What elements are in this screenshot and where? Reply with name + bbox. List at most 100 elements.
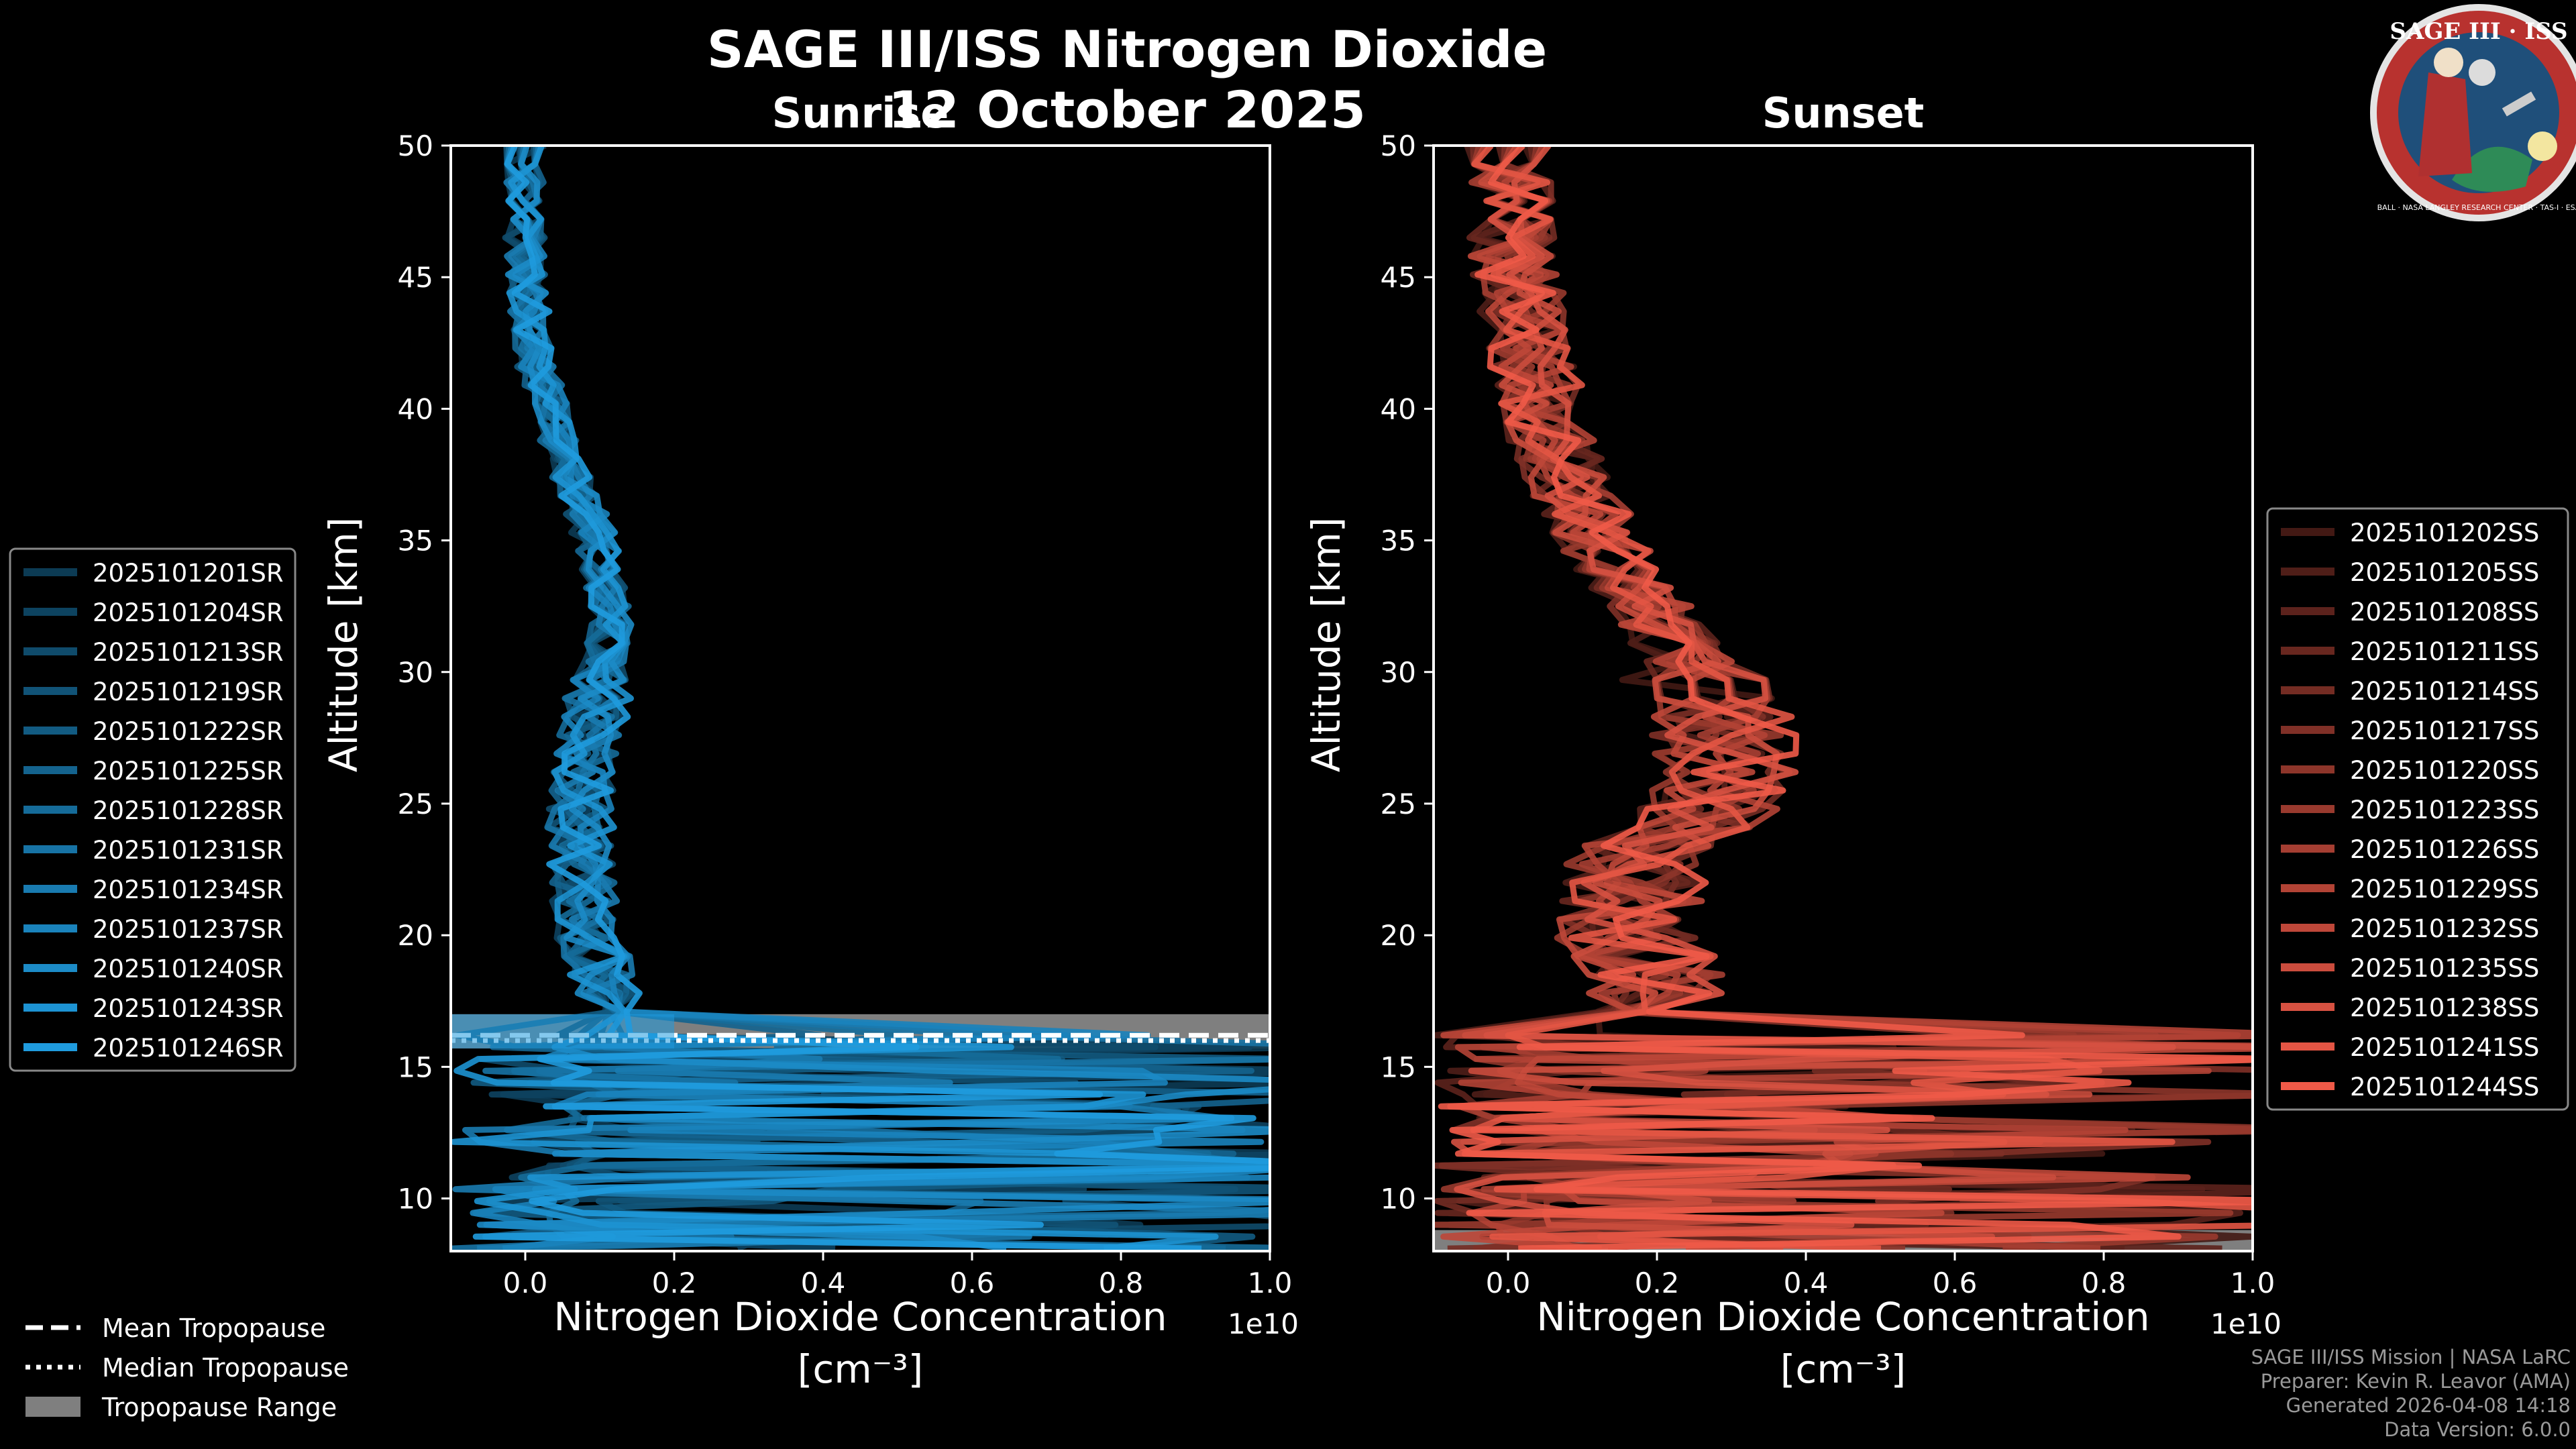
profile-line-2025101241SS bbox=[1461, 146, 2253, 1251]
tropopause-legend-range: Tropopause Range bbox=[101, 1393, 337, 1422]
legend-entry: 2025101244SS bbox=[2350, 1073, 2539, 1102]
x-tick-label: 0.6 bbox=[1933, 1267, 1978, 1299]
x-tick-label: 0.2 bbox=[652, 1267, 697, 1299]
y-tick-label: 30 bbox=[1381, 656, 1416, 689]
y-tick-label: 15 bbox=[398, 1051, 433, 1083]
y-tick-label: 50 bbox=[398, 129, 433, 162]
legend-entry: 2025101231SR bbox=[93, 836, 284, 865]
sunrise-legend: 2025101201SR 2025101204SR 2025101213SR 2025… bbox=[9, 547, 297, 1072]
x-axis-label: Nitrogen Dioxide Concentration bbox=[1536, 1294, 2149, 1340]
profile-line-2025101246SR bbox=[472, 146, 1270, 1251]
legend-entry: 2025101214SS bbox=[2350, 677, 2539, 706]
tropopause-legend-mean: Mean Tropopause bbox=[102, 1313, 325, 1343]
legend-entry: 2025101234SR bbox=[93, 875, 284, 904]
y-tick-label: 50 bbox=[1381, 129, 1416, 162]
x-tick-label: 0.8 bbox=[1099, 1267, 1144, 1299]
credit-preparer: Preparer: Kevin R. Leavor (AMA) bbox=[2260, 1370, 2571, 1393]
y-tick-label: 35 bbox=[398, 525, 433, 557]
figure-date: 12 October 2025 bbox=[888, 80, 1366, 140]
x-axis-unit: [cm⁻³] bbox=[1780, 1346, 1907, 1392]
tropopause-legend-median: Median Tropopause bbox=[102, 1353, 349, 1383]
legend-entry: 2025101232SS bbox=[2350, 914, 2539, 943]
legend-entry: 2025101213SR bbox=[93, 638, 284, 667]
credit-data-version: Data Version: 6.0.0 bbox=[2384, 1418, 2571, 1441]
sunset-panel: 10 15 20 25 30 35 40 45 50 0.0 0.2 0.4 0.6 0.8 1.0 1e10… bbox=[1303, 89, 2282, 1392]
legend-range-swatch bbox=[25, 1397, 80, 1417]
y-tick-label: 30 bbox=[398, 656, 433, 689]
x-tick-label: 0.4 bbox=[1784, 1267, 1829, 1299]
legend-entry: 2025101229SS bbox=[2350, 875, 2539, 904]
logo-station bbox=[2502, 91, 2536, 117]
legend-entry: 2025101223SS bbox=[2350, 796, 2539, 824]
x-tick-label: 0.0 bbox=[503, 1267, 548, 1299]
sage-iii-iss-mission-logo: SAGE III · ISS BALL · NASA LANGLEY RESEAR… bbox=[2370, 4, 2576, 221]
x-tick-label: 0.6 bbox=[950, 1267, 995, 1299]
y-axis-label: Altitude [km] bbox=[321, 517, 366, 772]
profile-lines bbox=[1434, 146, 2253, 1251]
legend-entry: 2025101241SS bbox=[2350, 1033, 2539, 1062]
plot-frame bbox=[1432, 144, 2254, 1252]
legend-entry: 2025101246SR bbox=[93, 1034, 284, 1063]
credit-generated: Generated 2026-04-08 14:18 bbox=[2286, 1394, 2571, 1417]
legend-entry: 2025101222SR bbox=[93, 717, 284, 746]
tropopause-overlap bbox=[451, 1014, 674, 1049]
legend-entry: 2025101238SS bbox=[2350, 994, 2539, 1022]
x-tick-label: 1.0 bbox=[2231, 1267, 2275, 1299]
panel-title: Sunrise bbox=[772, 89, 949, 138]
y-tick-label: 40 bbox=[1381, 392, 1416, 425]
legend-entry: 2025101226SS bbox=[2350, 835, 2539, 864]
legend-entry: 2025101235SS bbox=[2350, 954, 2539, 983]
credit-mission: SAGE III/ISS Mission | NASA LaRC bbox=[2251, 1346, 2571, 1368]
legend-entry: 2025101243SR bbox=[93, 994, 284, 1023]
y-tick-label: 40 bbox=[398, 392, 433, 425]
y-tick-label: 25 bbox=[1381, 788, 1416, 820]
legend-entry: 2025101204SR bbox=[93, 598, 284, 627]
credits: SAGE III/ISS Mission | NASA LaRC Prepare… bbox=[2251, 1345, 2571, 1442]
y-tick-label: 10 bbox=[398, 1183, 433, 1216]
tropopause-legend: Mean Tropopause Median Tropopause Tropopau… bbox=[25, 1313, 349, 1422]
legend-entry: 2025101201SR bbox=[93, 559, 284, 588]
panel-title: Sunset bbox=[1762, 89, 1925, 138]
x-axis-unit: [cm⁻³] bbox=[798, 1346, 924, 1392]
legend-entry: 2025101211SS bbox=[2350, 637, 2539, 666]
logo-figure-head bbox=[2434, 48, 2463, 77]
profile-line-2025101231SR bbox=[451, 146, 1270, 1251]
legend-frame bbox=[9, 547, 297, 1072]
profile-lines bbox=[451, 146, 1270, 1251]
x-axis-exponent: 1e10 bbox=[2210, 1307, 2282, 1340]
legend-entry: 2025101205SS bbox=[2350, 558, 2539, 587]
x-axis-label: Nitrogen Dioxide Concentration bbox=[553, 1294, 1167, 1340]
logo-moon bbox=[2469, 59, 2496, 86]
x-tick-label: 1.0 bbox=[1248, 1267, 1293, 1299]
x-tick-label: 0.8 bbox=[2082, 1267, 2127, 1299]
legend-frame bbox=[2266, 507, 2569, 1111]
legend-entry: 2025101219SR bbox=[93, 678, 284, 706]
legend-entry: 2025101202SS bbox=[2350, 519, 2539, 547]
legend-entry: 2025101240SR bbox=[93, 955, 284, 983]
y-tick-label: 20 bbox=[1381, 919, 1416, 952]
logo-title: SAGE III · ISS bbox=[2390, 18, 2567, 45]
legend-entry: 2025101220SS bbox=[2350, 756, 2539, 785]
legend-entry: 2025101208SS bbox=[2350, 598, 2539, 627]
plot-frame bbox=[449, 144, 1271, 1252]
logo-earth bbox=[2452, 146, 2532, 192]
sunset-legend: 2025101202SS 2025101205SS 2025101208SS 2025… bbox=[2266, 507, 2569, 1111]
legend-entry: 2025101217SS bbox=[2350, 716, 2539, 745]
logo-sun bbox=[2528, 131, 2557, 161]
y-axis-label: Altitude [km] bbox=[1303, 517, 1349, 772]
y-tick-label: 25 bbox=[398, 788, 433, 820]
figure-title: SAGE III/ISS Nitrogen Dioxide bbox=[707, 19, 1547, 79]
y-tick-label: 20 bbox=[398, 919, 433, 952]
y-tick-label: 45 bbox=[398, 261, 433, 294]
y-tick-label: 45 bbox=[1381, 261, 1416, 294]
x-axis-exponent: 1e10 bbox=[1228, 1307, 1299, 1340]
legend-entry: 2025101237SR bbox=[93, 915, 284, 944]
y-tick-label: 15 bbox=[1381, 1051, 1416, 1083]
legend-entry: 2025101228SR bbox=[93, 796, 284, 825]
logo-ring-text: BALL · NASA LANGLEY RESEARCH CENTER · TA… bbox=[2377, 203, 2576, 212]
y-tick-label: 35 bbox=[1381, 525, 1416, 557]
x-tick-label: 0.4 bbox=[801, 1267, 846, 1299]
legend-entry: 2025101225SR bbox=[93, 757, 284, 786]
x-tick-label: 0.2 bbox=[1635, 1267, 1680, 1299]
